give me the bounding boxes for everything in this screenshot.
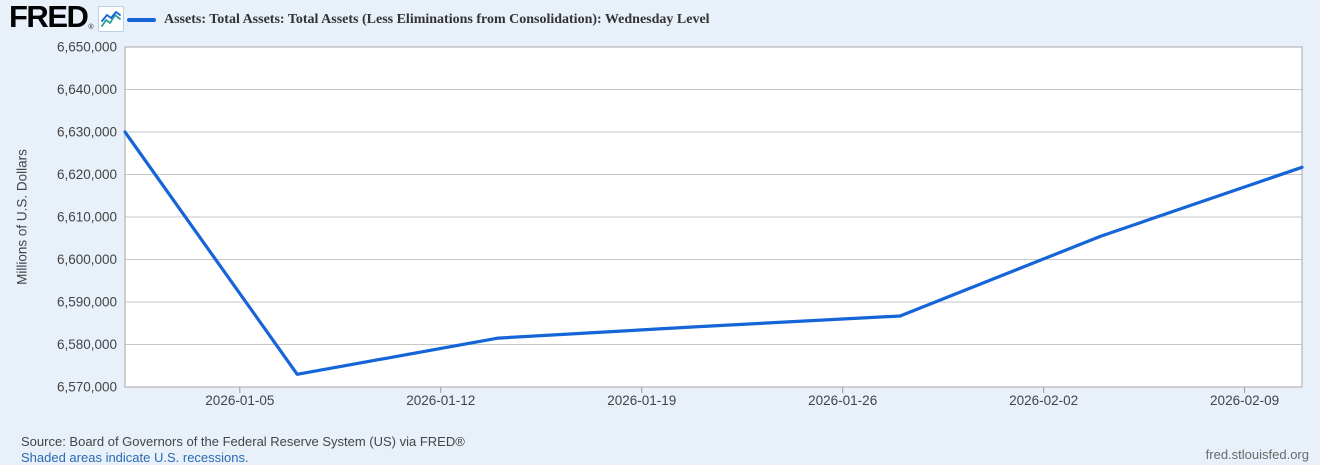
x-tick-label: 2026-02-09 [1210, 393, 1279, 408]
fred-logo: FRED ® [9, 0, 124, 34]
y-tick-label: 6,630,000 [57, 125, 117, 140]
y-tick-label: 6,590,000 [57, 295, 117, 310]
series-line [123, 130, 1304, 376]
y-tick-label: 6,620,000 [57, 167, 117, 182]
y-tick-label: 6,640,000 [57, 82, 117, 97]
fred-site-url: fred.stlouisfed.org [1205, 447, 1309, 462]
x-tick-label: 2026-01-12 [406, 393, 475, 408]
source-attribution: Source: Board of Governors of the Federa… [21, 434, 465, 449]
chart-plot-area: 6,650,000 6,640,000 6,630,000 6,620,000 6,61… [57, 40, 1304, 408]
sparkline-icon-svg [100, 11, 121, 27]
legend: Assets: Total Assets: Total Assets (Less… [127, 12, 710, 28]
y-tick-label: 6,650,000 [57, 40, 117, 55]
chart-header: FRED ® Assets: Total Assets: Total Asset… [0, 0, 1320, 38]
fred-logo-text: FRED [9, 0, 89, 34]
recession-shading-link[interactable]: Shaded areas indicate U.S. recessions. [21, 450, 249, 465]
plot-border [124, 46, 1303, 388]
x-tick-label: 2026-01-19 [607, 393, 676, 408]
x-tick-label: 2026-01-05 [205, 393, 274, 408]
x-tick-label: 2026-01-26 [808, 393, 877, 408]
y-tick-label: 6,600,000 [57, 252, 117, 267]
registered-trademark: ® [88, 24, 94, 31]
y-axis-title: Millions of U.S. Dollars [14, 149, 30, 285]
legend-line-swatch [127, 18, 156, 22]
fred-sparkline-icon [97, 6, 124, 32]
legend-series-label: Assets: Total Assets: Total Assets (Less… [164, 12, 710, 27]
y-tick-label: 6,570,000 [57, 380, 117, 395]
x-tick-label: 2026-02-02 [1009, 393, 1078, 408]
y-tick-label: 6,580,000 [57, 337, 117, 352]
y-tick-label: 6,610,000 [57, 210, 117, 225]
